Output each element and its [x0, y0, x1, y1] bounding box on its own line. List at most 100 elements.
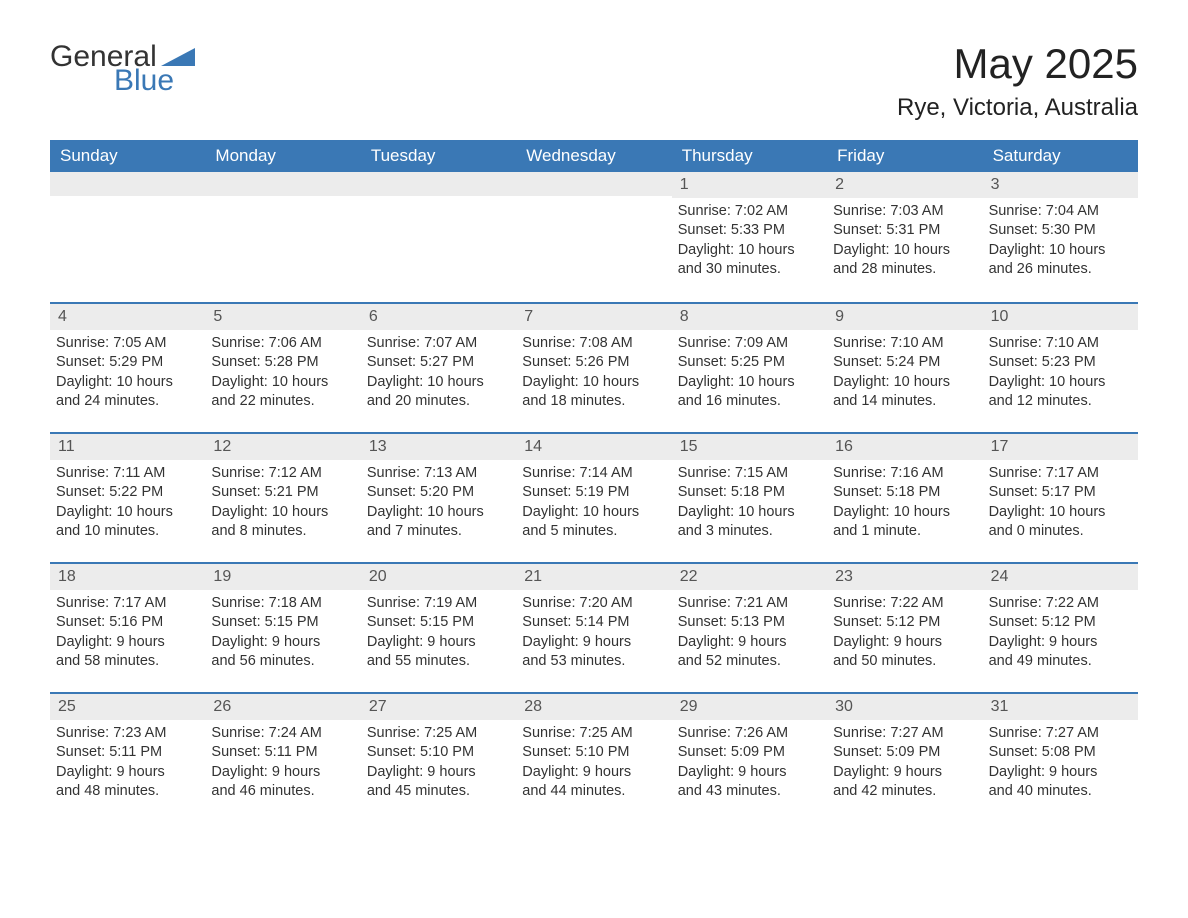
- day-number: 3: [983, 172, 1138, 198]
- sunrise-text: Sunrise: 7:08 AM: [522, 334, 665, 354]
- daylight1-text: Daylight: 10 hours: [833, 241, 976, 261]
- day-cell: 24Sunrise: 7:22 AMSunset: 5:12 PMDayligh…: [983, 564, 1138, 692]
- daylight1-text: Daylight: 9 hours: [211, 633, 354, 653]
- daylight2-text: and 53 minutes.: [522, 652, 665, 672]
- day-header-cell: Tuesday: [361, 140, 516, 172]
- sunrise-text: Sunrise: 7:17 AM: [56, 594, 199, 614]
- daylight2-text: and 55 minutes.: [367, 652, 510, 672]
- day-number: 19: [205, 564, 360, 590]
- day-cell: 8Sunrise: 7:09 AMSunset: 5:25 PMDaylight…: [672, 304, 827, 432]
- daylight1-text: Daylight: 10 hours: [678, 503, 821, 523]
- day-cell: 14Sunrise: 7:14 AMSunset: 5:19 PMDayligh…: [516, 434, 671, 562]
- sunset-text: Sunset: 5:16 PM: [56, 613, 199, 633]
- day-cell: 28Sunrise: 7:25 AMSunset: 5:10 PMDayligh…: [516, 694, 671, 822]
- daylight1-text: Daylight: 10 hours: [522, 503, 665, 523]
- day-number: 4: [50, 304, 205, 330]
- day-cell: 21Sunrise: 7:20 AMSunset: 5:14 PMDayligh…: [516, 564, 671, 692]
- day-number: [50, 172, 205, 196]
- daylight2-text: and 44 minutes.: [522, 782, 665, 802]
- logo: General Blue: [50, 40, 195, 98]
- sunset-text: Sunset: 5:33 PM: [678, 221, 821, 241]
- day-cell: 26Sunrise: 7:24 AMSunset: 5:11 PMDayligh…: [205, 694, 360, 822]
- daylight1-text: Daylight: 10 hours: [833, 503, 976, 523]
- sunrise-text: Sunrise: 7:05 AM: [56, 334, 199, 354]
- day-number: 13: [361, 434, 516, 460]
- day-number: 9: [827, 304, 982, 330]
- day-header-row: SundayMondayTuesdayWednesdayThursdayFrid…: [50, 140, 1138, 172]
- sunrise-text: Sunrise: 7:26 AM: [678, 724, 821, 744]
- daylight1-text: Daylight: 10 hours: [678, 373, 821, 393]
- daylight2-text: and 1 minute.: [833, 522, 976, 542]
- location-subtitle: Rye, Victoria, Australia: [897, 94, 1138, 122]
- sunrise-text: Sunrise: 7:24 AM: [211, 724, 354, 744]
- sunset-text: Sunset: 5:31 PM: [833, 221, 976, 241]
- sunrise-text: Sunrise: 7:25 AM: [367, 724, 510, 744]
- daylight2-text: and 0 minutes.: [989, 522, 1132, 542]
- daylight2-text: and 18 minutes.: [522, 392, 665, 412]
- sunrise-text: Sunrise: 7:07 AM: [367, 334, 510, 354]
- sunset-text: Sunset: 5:10 PM: [522, 743, 665, 763]
- day-header-cell: Wednesday: [516, 140, 671, 172]
- daylight2-text: and 50 minutes.: [833, 652, 976, 672]
- daylight2-text: and 10 minutes.: [56, 522, 199, 542]
- day-number: 21: [516, 564, 671, 590]
- daylight2-text: and 45 minutes.: [367, 782, 510, 802]
- sunrise-text: Sunrise: 7:17 AM: [989, 464, 1132, 484]
- day-cell: 10Sunrise: 7:10 AMSunset: 5:23 PMDayligh…: [983, 304, 1138, 432]
- daylight2-text: and 14 minutes.: [833, 392, 976, 412]
- daylight2-text: and 26 minutes.: [989, 260, 1132, 280]
- day-number: 30: [827, 694, 982, 720]
- day-number: 14: [516, 434, 671, 460]
- day-number: 26: [205, 694, 360, 720]
- day-cell: 23Sunrise: 7:22 AMSunset: 5:12 PMDayligh…: [827, 564, 982, 692]
- daylight1-text: Daylight: 10 hours: [522, 373, 665, 393]
- day-cell: 25Sunrise: 7:23 AMSunset: 5:11 PMDayligh…: [50, 694, 205, 822]
- daylight1-text: Daylight: 10 hours: [367, 503, 510, 523]
- day-header-cell: Sunday: [50, 140, 205, 172]
- day-number: 31: [983, 694, 1138, 720]
- day-cell: 27Sunrise: 7:25 AMSunset: 5:10 PMDayligh…: [361, 694, 516, 822]
- daylight2-text: and 8 minutes.: [211, 522, 354, 542]
- day-number: 23: [827, 564, 982, 590]
- sunrise-text: Sunrise: 7:11 AM: [56, 464, 199, 484]
- daylight1-text: Daylight: 10 hours: [678, 241, 821, 261]
- sunset-text: Sunset: 5:28 PM: [211, 353, 354, 373]
- day-number: 6: [361, 304, 516, 330]
- daylight1-text: Daylight: 9 hours: [678, 633, 821, 653]
- week-row: 4Sunrise: 7:05 AMSunset: 5:29 PMDaylight…: [50, 302, 1138, 432]
- daylight1-text: Daylight: 9 hours: [833, 633, 976, 653]
- day-number: 1: [672, 172, 827, 198]
- day-header-cell: Thursday: [672, 140, 827, 172]
- day-cell: 15Sunrise: 7:15 AMSunset: 5:18 PMDayligh…: [672, 434, 827, 562]
- day-number: [205, 172, 360, 196]
- day-cell: 3Sunrise: 7:04 AMSunset: 5:30 PMDaylight…: [983, 172, 1138, 302]
- day-header-cell: Saturday: [983, 140, 1138, 172]
- day-cell: [361, 172, 516, 302]
- daylight2-text: and 52 minutes.: [678, 652, 821, 672]
- daylight2-text: and 22 minutes.: [211, 392, 354, 412]
- sunrise-text: Sunrise: 7:13 AM: [367, 464, 510, 484]
- daylight1-text: Daylight: 9 hours: [56, 633, 199, 653]
- day-number: 18: [50, 564, 205, 590]
- sunrise-text: Sunrise: 7:25 AM: [522, 724, 665, 744]
- day-cell: 20Sunrise: 7:19 AMSunset: 5:15 PMDayligh…: [361, 564, 516, 692]
- sunrise-text: Sunrise: 7:22 AM: [989, 594, 1132, 614]
- calendar: SundayMondayTuesdayWednesdayThursdayFrid…: [50, 140, 1138, 822]
- daylight1-text: Daylight: 9 hours: [989, 633, 1132, 653]
- day-number: 20: [361, 564, 516, 590]
- daylight1-text: Daylight: 9 hours: [522, 763, 665, 783]
- day-number: 22: [672, 564, 827, 590]
- day-number: 2: [827, 172, 982, 198]
- day-number: 5: [205, 304, 360, 330]
- week-row: 18Sunrise: 7:17 AMSunset: 5:16 PMDayligh…: [50, 562, 1138, 692]
- sunrise-text: Sunrise: 7:10 AM: [833, 334, 976, 354]
- sunrise-text: Sunrise: 7:18 AM: [211, 594, 354, 614]
- daylight2-text: and 20 minutes.: [367, 392, 510, 412]
- daylight1-text: Daylight: 10 hours: [989, 373, 1132, 393]
- day-cell: [516, 172, 671, 302]
- day-cell: 17Sunrise: 7:17 AMSunset: 5:17 PMDayligh…: [983, 434, 1138, 562]
- daylight2-text: and 24 minutes.: [56, 392, 199, 412]
- sunrise-text: Sunrise: 7:27 AM: [989, 724, 1132, 744]
- sunset-text: Sunset: 5:10 PM: [367, 743, 510, 763]
- sunset-text: Sunset: 5:11 PM: [211, 743, 354, 763]
